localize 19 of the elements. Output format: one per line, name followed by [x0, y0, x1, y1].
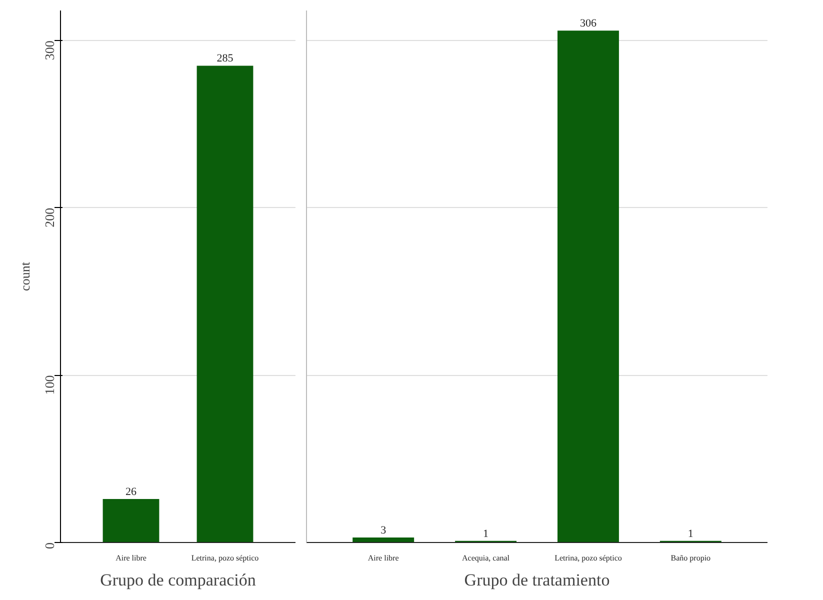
y-tick-label: 0	[42, 542, 57, 549]
data-label: 1	[483, 528, 489, 540]
data-label: 306	[580, 18, 597, 30]
x-tick-label: Baño propio	[670, 554, 711, 562]
x-tick-label: Aire libre	[116, 554, 147, 562]
data-label: 1	[688, 528, 694, 540]
x-axis-title: Grupo de comparación	[100, 570, 256, 590]
data-label: 3	[380, 524, 387, 536]
x-tick-label: Letrina, pozo séptico	[191, 554, 259, 562]
x-axis-title: Grupo de tratamiento	[464, 570, 610, 590]
x-tick-label: Letrina, pozo séptico	[554, 554, 622, 562]
y-tick-label: 100	[42, 375, 57, 395]
x-tick-label: Acequia, canal	[462, 554, 510, 562]
x-tick-label: Aire libre	[368, 554, 400, 562]
data-label: 285	[216, 52, 234, 65]
y-tick-label: 200	[42, 208, 57, 228]
y-tick-label: 300	[42, 40, 57, 60]
data-label: 26	[126, 486, 137, 498]
y-axis-title: count	[18, 262, 32, 291]
